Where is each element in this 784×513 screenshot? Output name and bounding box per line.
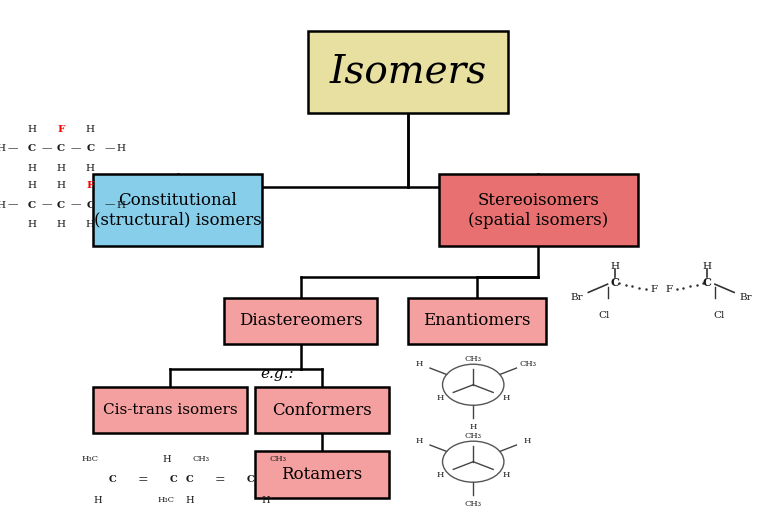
Text: C: C <box>28 144 36 153</box>
Text: CH₃: CH₃ <box>465 432 481 440</box>
Text: H: H <box>93 496 102 505</box>
FancyBboxPatch shape <box>308 31 508 113</box>
Text: H: H <box>27 164 37 173</box>
Text: —: — <box>42 144 52 153</box>
Text: Diastereomers: Diastereomers <box>239 312 362 329</box>
Text: H: H <box>415 437 423 445</box>
Text: C: C <box>247 475 255 484</box>
Text: H: H <box>27 125 37 134</box>
Text: —: — <box>42 201 52 210</box>
Text: C: C <box>611 277 619 288</box>
Text: Cl: Cl <box>598 311 609 320</box>
FancyBboxPatch shape <box>408 298 546 344</box>
FancyBboxPatch shape <box>439 174 638 246</box>
Text: CH₃: CH₃ <box>465 500 481 508</box>
Text: F: F <box>86 181 94 190</box>
Text: H: H <box>437 470 444 479</box>
Text: Conformers: Conformers <box>272 402 372 419</box>
FancyBboxPatch shape <box>255 387 389 433</box>
Text: H: H <box>0 144 5 153</box>
Text: C: C <box>28 201 36 210</box>
Text: C: C <box>702 277 712 288</box>
Text: =: = <box>138 473 149 486</box>
Text: C: C <box>170 475 178 484</box>
Text: H: H <box>117 144 125 153</box>
Text: H: H <box>0 201 5 210</box>
Text: C: C <box>109 475 117 484</box>
Text: —: — <box>104 201 114 210</box>
Text: Br: Br <box>739 293 752 302</box>
Text: F: F <box>650 285 657 294</box>
Text: e.g.:: e.g.: <box>261 367 294 382</box>
Text: —: — <box>71 201 81 210</box>
Text: CH₃: CH₃ <box>269 455 286 463</box>
Text: Cis-trans isomers: Cis-trans isomers <box>103 403 238 418</box>
Text: C: C <box>57 201 65 210</box>
Text: F: F <box>57 125 65 134</box>
Text: C: C <box>57 144 65 153</box>
Text: Br: Br <box>571 293 583 302</box>
Text: Rotamers: Rotamers <box>281 466 362 483</box>
Text: H₃C: H₃C <box>81 455 98 463</box>
FancyBboxPatch shape <box>93 174 262 246</box>
Text: H: H <box>56 181 66 190</box>
Text: H: H <box>85 164 95 173</box>
Text: C: C <box>86 201 94 210</box>
Text: H: H <box>85 125 95 134</box>
Text: H: H <box>262 496 270 505</box>
Text: H: H <box>470 423 477 431</box>
Text: —: — <box>8 201 18 210</box>
Text: Constitutional
(structural) isomers: Constitutional (structural) isomers <box>94 192 262 229</box>
Text: —: — <box>71 144 81 153</box>
Text: H: H <box>27 220 37 229</box>
Text: H: H <box>415 360 423 368</box>
Text: CH₃: CH₃ <box>465 355 481 363</box>
Text: H: H <box>56 220 66 229</box>
Text: H: H <box>437 393 444 402</box>
FancyBboxPatch shape <box>93 387 247 433</box>
Text: C: C <box>86 144 94 153</box>
Text: Cl: Cl <box>713 311 724 320</box>
Text: H: H <box>162 455 171 464</box>
Text: H: H <box>503 393 510 402</box>
Text: H: H <box>702 262 712 271</box>
Text: Stereoisomers
(spatial isomers): Stereoisomers (spatial isomers) <box>468 192 608 229</box>
Text: H: H <box>524 437 532 445</box>
Text: F: F <box>666 285 673 294</box>
Text: H: H <box>117 201 125 210</box>
Text: H: H <box>185 496 194 505</box>
Text: Isomers: Isomers <box>329 53 487 90</box>
FancyBboxPatch shape <box>224 298 377 344</box>
Text: H: H <box>611 262 619 271</box>
Text: C: C <box>186 475 193 484</box>
Text: H: H <box>27 181 37 190</box>
Text: Enantiomers: Enantiomers <box>423 312 531 329</box>
Text: H₃C: H₃C <box>158 496 175 504</box>
FancyBboxPatch shape <box>255 451 389 498</box>
Text: CH₃: CH₃ <box>519 360 536 368</box>
Text: =: = <box>215 473 225 486</box>
Text: H: H <box>56 164 66 173</box>
Text: CH₃: CH₃ <box>192 455 209 463</box>
Text: H: H <box>85 220 95 229</box>
Text: H: H <box>503 470 510 479</box>
Text: —: — <box>8 144 18 153</box>
Text: —: — <box>104 144 114 153</box>
